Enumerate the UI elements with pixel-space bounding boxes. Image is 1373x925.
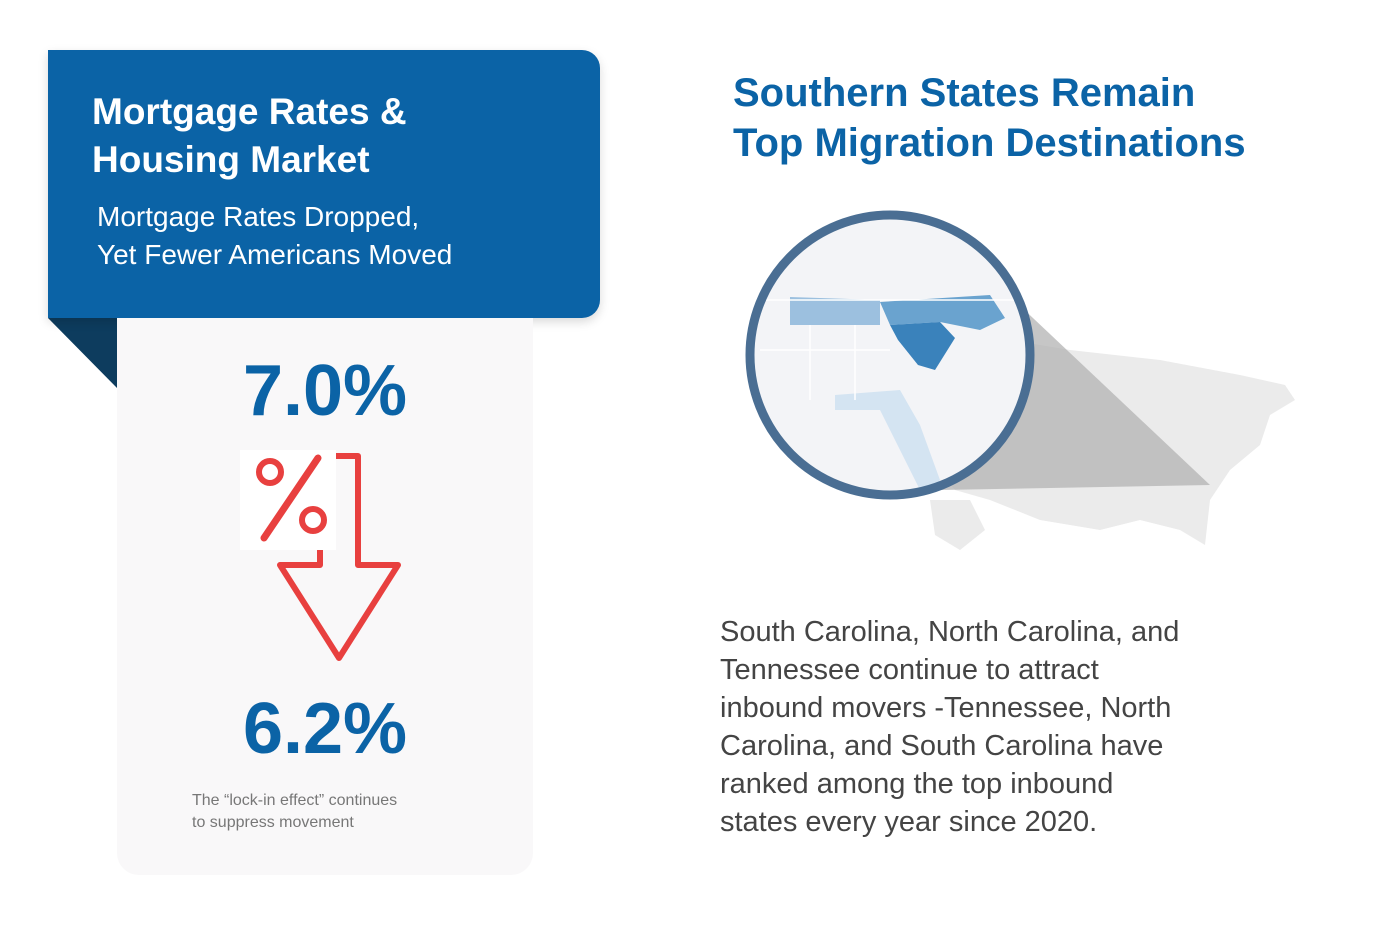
florida — [835, 390, 940, 495]
percent-dot — [299, 506, 327, 534]
note-line: The “lock-in effect” continues — [192, 792, 398, 809]
header-box — [48, 50, 600, 318]
tennessee — [790, 297, 880, 325]
body-line: states every year since 2020. — [720, 806, 1098, 838]
left-title: Mortgage Rates & Housing Market — [92, 88, 592, 184]
percent-dot — [256, 458, 284, 486]
down-arrow-icon — [240, 450, 401, 661]
body-line: inbound movers -Tennessee, North — [720, 692, 1172, 724]
arrow-outline — [277, 453, 401, 661]
subtitle-line: Yet Fewer Americans Moved — [97, 239, 453, 270]
subtitle-line: Mortgage Rates Dropped, — [97, 201, 420, 232]
title-line: Top Migration Destinations — [733, 121, 1246, 165]
body-line: Carolina, and South Carolina have — [720, 730, 1164, 762]
rate-before: 7.0% — [242, 351, 408, 431]
note: The “lock-in effect” continues to suppre… — [192, 790, 492, 834]
title-line: Mortgage Rates & — [92, 91, 407, 132]
rate-card — [117, 318, 533, 875]
right-body: South Carolina, North Carolina, and Tenn… — [720, 613, 1360, 841]
note-line: to suppress movement — [192, 814, 354, 831]
south-carolina — [890, 322, 955, 370]
body-line: South Carolina, North Carolina, and — [720, 616, 1180, 648]
north-carolina — [880, 295, 1005, 330]
left-subtitle: Mortgage Rates Dropped, Yet Fewer Americ… — [97, 198, 597, 274]
ribbon-fold — [48, 318, 117, 388]
percent-slash — [260, 454, 322, 542]
right-title: Southern States Remain Top Migration Des… — [733, 68, 1353, 168]
rate-after: 6.2% — [242, 689, 408, 769]
body-line: ranked among the top inbound — [720, 768, 1114, 800]
title-line: Southern States Remain — [733, 71, 1196, 115]
lens-ring — [745, 210, 1035, 500]
state-borders — [750, 299, 1030, 400]
zoom-content — [750, 295, 1030, 495]
map-illustration — [745, 210, 1295, 550]
title-line: Housing Market — [92, 139, 370, 180]
zoom-lens — [750, 215, 1030, 495]
alaska — [930, 500, 985, 550]
body-line: Tennessee continue to attract — [720, 654, 1099, 686]
